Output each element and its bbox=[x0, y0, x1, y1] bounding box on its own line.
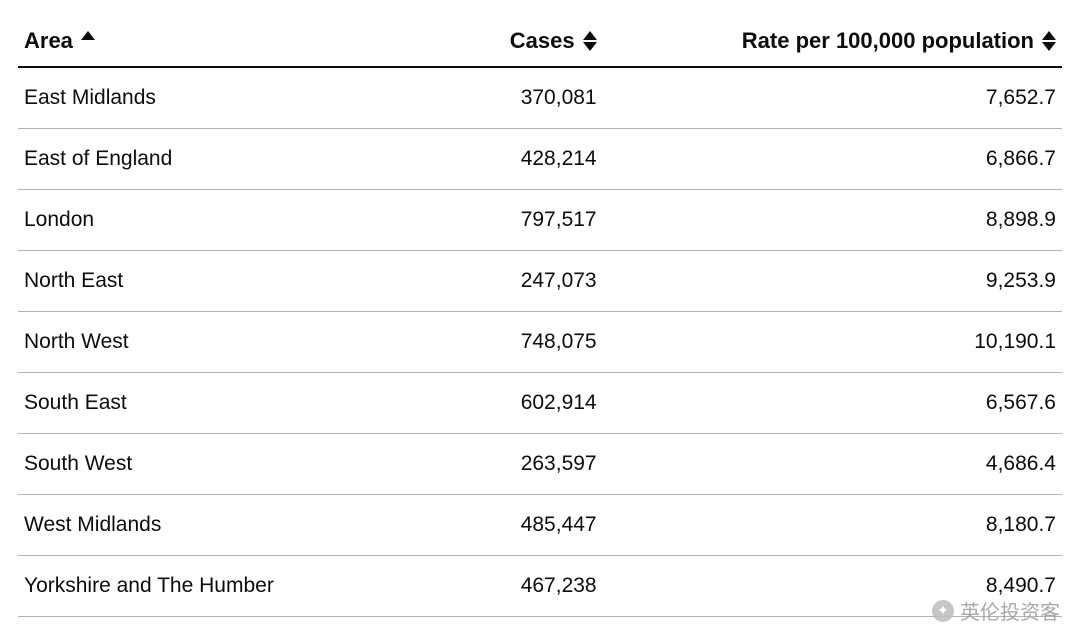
cell-cases: 797,517 bbox=[415, 190, 603, 251]
table-row: East Midlands 370,081 7,652.7 bbox=[18, 67, 1062, 129]
cell-rate: 8,898.9 bbox=[603, 190, 1062, 251]
cell-cases: 370,081 bbox=[415, 67, 603, 129]
sort-button-rate[interactable]: Rate per 100,000 population bbox=[742, 28, 1056, 54]
sort-both-icon bbox=[583, 31, 597, 51]
cell-rate: 8,490.7 bbox=[603, 556, 1062, 617]
col-header-area[interactable]: Area bbox=[18, 20, 415, 67]
col-header-cases[interactable]: Cases bbox=[415, 20, 603, 67]
table-row: West Midlands 485,447 8,180.7 bbox=[18, 495, 1062, 556]
table-row: South West 263,597 4,686.4 bbox=[18, 434, 1062, 495]
table-row: Yorkshire and The Humber 467,238 8,490.7 bbox=[18, 556, 1062, 617]
cell-area: East Midlands bbox=[18, 67, 415, 129]
sort-button-area[interactable]: Area bbox=[24, 28, 95, 54]
sort-button-cases[interactable]: Cases bbox=[510, 28, 597, 54]
cell-rate: 6,866.7 bbox=[603, 129, 1062, 190]
cell-rate: 10,190.1 bbox=[603, 312, 1062, 373]
table-header-row: Area Cases Rate per bbox=[18, 20, 1062, 67]
col-header-label: Cases bbox=[510, 28, 575, 54]
cell-rate: 4,686.4 bbox=[603, 434, 1062, 495]
cell-rate: 7,652.7 bbox=[603, 67, 1062, 129]
sort-asc-icon bbox=[81, 31, 95, 51]
cell-cases: 748,075 bbox=[415, 312, 603, 373]
sort-both-icon bbox=[1042, 31, 1056, 51]
cell-area: South West bbox=[18, 434, 415, 495]
cell-area: South East bbox=[18, 373, 415, 434]
cases-by-area-table: Area Cases Rate per bbox=[18, 20, 1062, 617]
cell-cases: 602,914 bbox=[415, 373, 603, 434]
col-header-label: Rate per 100,000 population bbox=[742, 28, 1034, 54]
cell-rate: 8,180.7 bbox=[603, 495, 1062, 556]
cell-area: Yorkshire and The Humber bbox=[18, 556, 415, 617]
cell-cases: 485,447 bbox=[415, 495, 603, 556]
table-row: East of England 428,214 6,866.7 bbox=[18, 129, 1062, 190]
cell-rate: 6,567.6 bbox=[603, 373, 1062, 434]
cell-area: North East bbox=[18, 251, 415, 312]
cell-cases: 467,238 bbox=[415, 556, 603, 617]
cell-area: North West bbox=[18, 312, 415, 373]
cell-area: West Midlands bbox=[18, 495, 415, 556]
cell-cases: 247,073 bbox=[415, 251, 603, 312]
table-body: East Midlands 370,081 7,652.7 East of En… bbox=[18, 67, 1062, 617]
cell-area: East of England bbox=[18, 129, 415, 190]
table-row: South East 602,914 6,567.6 bbox=[18, 373, 1062, 434]
table-row: North West 748,075 10,190.1 bbox=[18, 312, 1062, 373]
table-row: London 797,517 8,898.9 bbox=[18, 190, 1062, 251]
cell-cases: 263,597 bbox=[415, 434, 603, 495]
cell-rate: 9,253.9 bbox=[603, 251, 1062, 312]
col-header-rate[interactable]: Rate per 100,000 population bbox=[603, 20, 1062, 67]
col-header-label: Area bbox=[24, 28, 73, 54]
cell-cases: 428,214 bbox=[415, 129, 603, 190]
cell-area: London bbox=[18, 190, 415, 251]
table-row: North East 247,073 9,253.9 bbox=[18, 251, 1062, 312]
